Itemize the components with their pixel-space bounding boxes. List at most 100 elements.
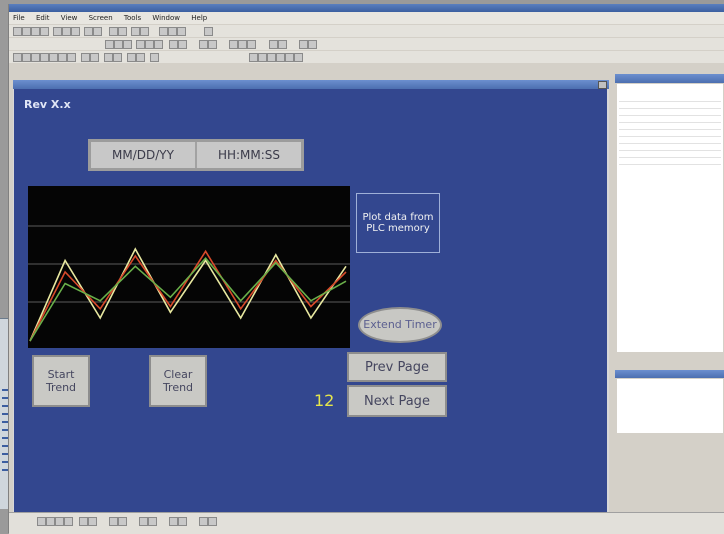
- flip-icon[interactable]: [278, 40, 287, 49]
- new-icon[interactable]: [13, 27, 22, 36]
- keypad-tool-icon[interactable]: [150, 53, 159, 62]
- pointer-icon[interactable]: [13, 53, 22, 62]
- download-icon[interactable]: [258, 53, 267, 62]
- layer-down-icon[interactable]: [208, 517, 217, 526]
- menu-item-file[interactable]: File: [13, 14, 25, 22]
- property-row[interactable]: [619, 96, 721, 102]
- trend-tool-icon[interactable]: [49, 53, 58, 62]
- align-right-icon[interactable]: [154, 40, 163, 49]
- connect-icon[interactable]: [294, 53, 303, 62]
- properties-titlebar[interactable]: [615, 74, 724, 83]
- start-trend-button[interactable]: Start Trend: [32, 355, 90, 407]
- font-icon[interactable]: [139, 517, 148, 526]
- date-time-display[interactable]: MM/DD/YY HH:MM:SS: [88, 139, 304, 171]
- time-tool-icon[interactable]: [136, 53, 145, 62]
- next-page-button[interactable]: Next Page: [347, 385, 447, 417]
- snap-icon[interactable]: [299, 40, 308, 49]
- bitmap-tool-icon[interactable]: [67, 53, 76, 62]
- menu-item-edit[interactable]: Edit: [35, 14, 50, 22]
- properties-list[interactable]: [617, 84, 723, 352]
- undo-icon[interactable]: [84, 27, 93, 36]
- group-icon[interactable]: [199, 40, 208, 49]
- underline-icon[interactable]: [123, 40, 132, 49]
- menu-item-tools[interactable]: Tools: [123, 14, 142, 22]
- layer-icon[interactable]: [249, 53, 258, 62]
- property-row[interactable]: [619, 138, 721, 144]
- window-titlebar[interactable]: [9, 4, 724, 12]
- address-icon[interactable]: [118, 517, 127, 526]
- fill-icon[interactable]: [238, 40, 247, 49]
- property-row[interactable]: [619, 131, 721, 137]
- grid-icon[interactable]: [131, 27, 140, 36]
- simulate-icon[interactable]: [276, 53, 285, 62]
- menu-item-window[interactable]: Window: [152, 14, 181, 22]
- property-row[interactable]: [619, 124, 721, 130]
- print-icon[interactable]: [40, 27, 49, 36]
- zoom-in-icon[interactable]: [109, 27, 118, 36]
- fill-picker-icon[interactable]: [178, 517, 187, 526]
- editor-titlebar[interactable]: [13, 80, 609, 89]
- open-icon[interactable]: [22, 27, 31, 36]
- alarm-tool-icon[interactable]: [58, 53, 67, 62]
- date-display[interactable]: MM/DD/YY: [112, 148, 174, 162]
- lamp-tool-icon[interactable]: [31, 53, 40, 62]
- text-icon[interactable]: [159, 27, 168, 36]
- property-row[interactable]: [619, 110, 721, 116]
- align-icon[interactable]: [140, 27, 149, 36]
- menu-item-help[interactable]: Help: [191, 14, 208, 22]
- align-left-icon[interactable]: [136, 40, 145, 49]
- line-icon[interactable]: [168, 27, 177, 36]
- tag-icon[interactable]: [109, 517, 118, 526]
- align-center-icon[interactable]: [145, 40, 154, 49]
- ungroup-icon[interactable]: [208, 40, 217, 49]
- output-titlebar[interactable]: [615, 370, 724, 378]
- circle-tool-icon[interactable]: [81, 53, 90, 62]
- cut-icon[interactable]: [53, 27, 62, 36]
- time-display[interactable]: HH:MM:SS: [195, 142, 301, 168]
- hmi-screen[interactable]: Rev X.x MM/DD/YY HH:MM:SS Plot data from…: [14, 89, 607, 514]
- lock-icon[interactable]: [308, 40, 317, 49]
- color-icon[interactable]: [229, 40, 238, 49]
- color-picker-icon[interactable]: [169, 517, 178, 526]
- polygon-tool-icon[interactable]: [90, 53, 99, 62]
- clear-trend-button[interactable]: Clear Trend: [149, 355, 207, 407]
- prev-page-button[interactable]: Prev Page: [347, 352, 447, 382]
- upload-icon[interactable]: [267, 53, 276, 62]
- numeric-tool-icon[interactable]: [40, 53, 49, 62]
- fit-icon[interactable]: [88, 517, 97, 526]
- rect-icon[interactable]: [177, 27, 186, 36]
- menu-item-view[interactable]: View: [60, 14, 78, 22]
- copy-icon[interactable]: [62, 27, 71, 36]
- menu-item-screen[interactable]: Screen: [88, 14, 113, 22]
- zoom-icon[interactable]: [79, 517, 88, 526]
- save-icon[interactable]: [31, 27, 40, 36]
- layer-up-icon[interactable]: [199, 517, 208, 526]
- date-tool-icon[interactable]: [127, 53, 136, 62]
- rotate-icon[interactable]: [269, 40, 278, 49]
- back-icon[interactable]: [178, 40, 187, 49]
- help-icon[interactable]: [204, 27, 213, 36]
- prev-screen-icon[interactable]: [46, 517, 55, 526]
- redo-icon[interactable]: [93, 27, 102, 36]
- front-icon[interactable]: [169, 40, 178, 49]
- last-screen-icon[interactable]: [64, 517, 73, 526]
- size-icon[interactable]: [148, 517, 157, 526]
- meter-tool-icon[interactable]: [104, 53, 113, 62]
- zoom-out-icon[interactable]: [118, 27, 127, 36]
- property-row[interactable]: [619, 159, 721, 165]
- first-screen-icon[interactable]: [37, 517, 46, 526]
- trend-chart[interactable]: [28, 186, 350, 348]
- italic-icon[interactable]: [114, 40, 123, 49]
- property-row[interactable]: [619, 152, 721, 158]
- property-row[interactable]: [619, 145, 721, 151]
- bold-icon[interactable]: [105, 40, 114, 49]
- property-row[interactable]: [619, 117, 721, 123]
- next-screen-icon[interactable]: [55, 517, 64, 526]
- border-icon[interactable]: [247, 40, 256, 49]
- extend-timer-button[interactable]: Extend Timer: [358, 307, 442, 343]
- close-icon[interactable]: [598, 81, 607, 89]
- output-panel[interactable]: [617, 379, 723, 433]
- paste-icon[interactable]: [71, 27, 80, 36]
- compile-icon[interactable]: [285, 53, 294, 62]
- bar-tool-icon[interactable]: [113, 53, 122, 62]
